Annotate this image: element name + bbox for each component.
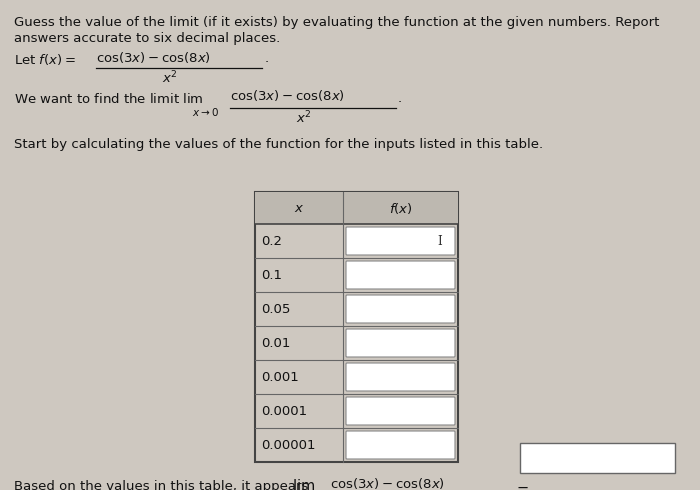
FancyBboxPatch shape — [346, 329, 455, 357]
Text: We want to find the limit $\lim$: We want to find the limit $\lim$ — [14, 92, 204, 106]
Text: $\cos(3x) - \cos(8x)$: $\cos(3x) - \cos(8x)$ — [96, 50, 211, 65]
Text: 0.0001: 0.0001 — [261, 405, 307, 417]
Text: 0.05: 0.05 — [261, 302, 290, 316]
Bar — [520, 443, 675, 473]
Text: .: . — [398, 92, 402, 105]
Text: 0.01: 0.01 — [261, 337, 290, 349]
Text: Based on the values in this table, it appears: Based on the values in this table, it ap… — [14, 480, 309, 490]
Text: 0.1: 0.1 — [261, 269, 282, 281]
Text: I: I — [438, 235, 442, 247]
FancyBboxPatch shape — [346, 295, 455, 323]
Text: Guess the value of the limit (if it exists) by evaluating the function at the gi: Guess the value of the limit (if it exis… — [14, 16, 659, 29]
Text: $x$: $x$ — [294, 201, 304, 215]
Text: $\cos(3x) - \cos(8x)$: $\cos(3x) - \cos(8x)$ — [330, 476, 445, 490]
Text: 0.00001: 0.00001 — [261, 439, 316, 451]
FancyBboxPatch shape — [346, 227, 455, 255]
Text: Start by calculating the values of the function for the inputs listed in this ta: Start by calculating the values of the f… — [14, 138, 543, 151]
Text: 0.001: 0.001 — [261, 370, 299, 384]
Bar — [255, 192, 458, 224]
Text: answers accurate to six decimal places.: answers accurate to six decimal places. — [14, 32, 280, 45]
FancyBboxPatch shape — [346, 397, 455, 425]
Text: $x^2$: $x^2$ — [162, 70, 178, 87]
Text: Let $f(x) =$: Let $f(x) =$ — [14, 52, 76, 67]
Bar — [255, 192, 458, 462]
Text: $f(x)$: $f(x)$ — [389, 200, 412, 216]
Text: $x\to 0$: $x\to 0$ — [192, 106, 219, 118]
FancyBboxPatch shape — [346, 261, 455, 289]
Text: $x^2$: $x^2$ — [296, 110, 312, 126]
Text: .: . — [265, 52, 269, 65]
FancyBboxPatch shape — [346, 363, 455, 391]
Text: =: = — [516, 482, 528, 490]
Text: $\lim$: $\lim$ — [292, 478, 315, 490]
Text: $\cos(3x) - \cos(8x)$: $\cos(3x) - \cos(8x)$ — [230, 88, 345, 103]
FancyBboxPatch shape — [346, 431, 455, 459]
Text: 0.2: 0.2 — [261, 235, 282, 247]
